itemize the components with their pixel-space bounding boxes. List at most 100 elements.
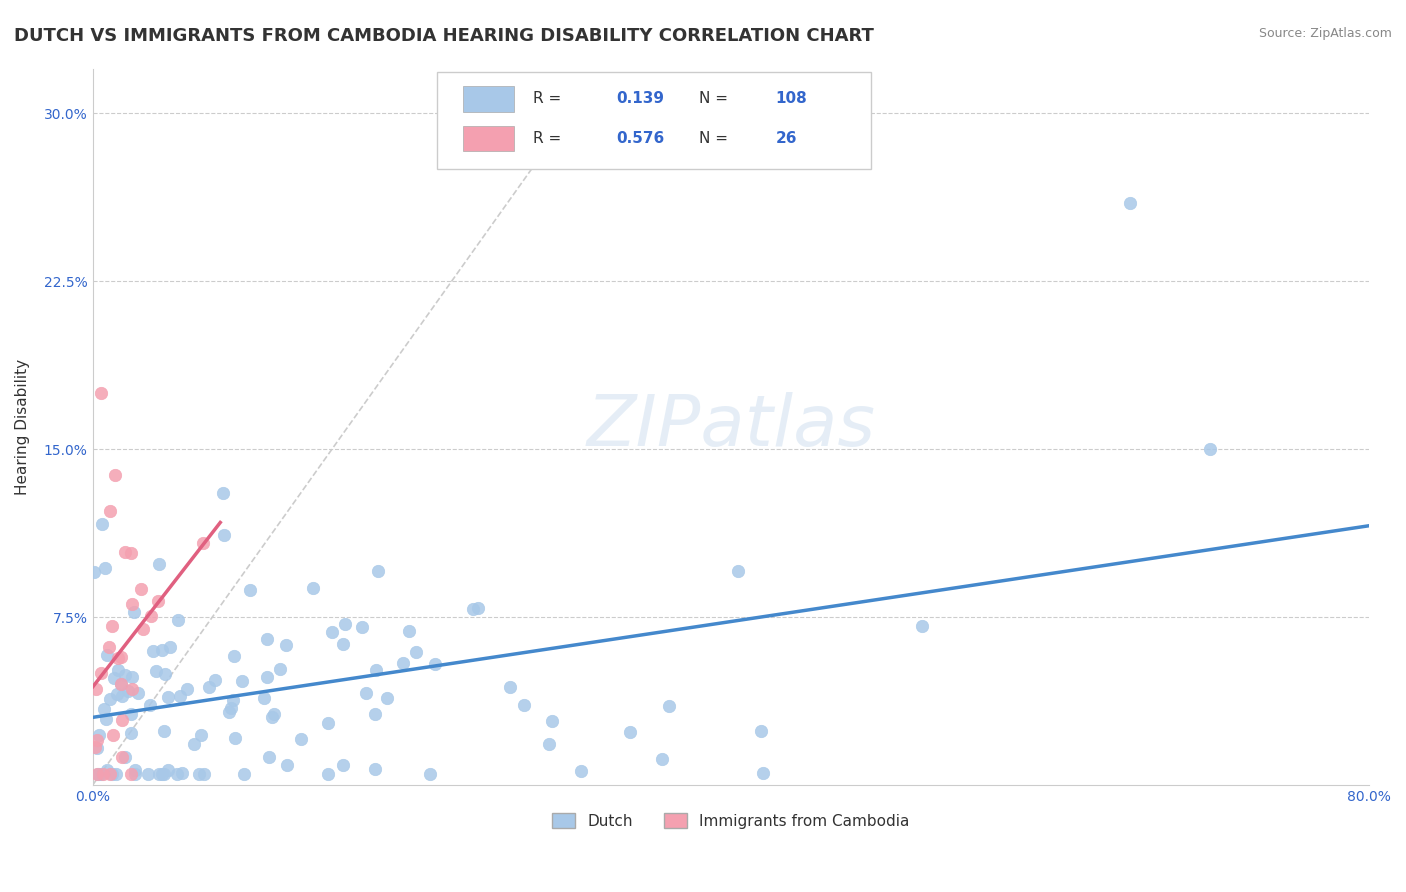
Point [218,705,240,719]
Point [114,749,136,764]
Point [129,582,152,596]
Point [117,684,139,698]
Point [392,656,415,670]
Point [1119,195,1142,210]
Point [263,707,285,722]
Point [222,693,245,707]
Point [94,713,117,727]
Point [150,642,173,657]
Point [96,763,118,777]
Point [83,565,105,579]
Point [98,640,121,655]
Point [619,724,641,739]
Point [172,766,194,780]
Point [751,723,773,738]
Point [239,582,262,597]
Point [91,767,114,781]
Point [231,674,253,689]
Text: Source: ZipAtlas.com: Source: ZipAtlas.com [1258,27,1392,40]
Point [364,762,387,776]
Point [419,767,441,781]
Point [212,486,235,500]
Legend: Dutch, Immigrants from Cambodia: Dutch, Immigrants from Cambodia [547,806,915,835]
Point [87,728,110,742]
Point [86,733,108,747]
Point [332,637,354,651]
Point [198,681,221,695]
Point [124,767,146,781]
Text: R =: R = [533,92,567,106]
FancyBboxPatch shape [463,126,513,151]
Point [332,758,354,772]
Point [290,731,312,746]
Point [124,605,146,619]
Point [166,767,188,781]
Text: 0.576: 0.576 [616,131,664,146]
Point [423,657,446,672]
Point [114,668,136,682]
Point [190,728,212,742]
Point [364,706,387,721]
Point [463,601,485,615]
Point [356,685,378,699]
Point [727,564,749,578]
Point [89,767,111,781]
Point [111,689,134,703]
Point [121,670,143,684]
Point [513,698,536,712]
Text: DUTCH VS IMMIGRANTS FROM CAMBODIA HEARING DISABILITY CORRELATION CHART: DUTCH VS IMMIGRANTS FROM CAMBODIA HEARIN… [14,27,875,45]
Point [257,750,280,764]
Point [148,594,170,608]
Point [93,702,115,716]
Point [352,620,374,634]
Point [269,662,291,676]
Point [150,767,173,781]
Point [276,638,298,652]
Point [110,676,132,690]
Point [204,673,226,688]
Point [256,670,278,684]
Text: 108: 108 [776,92,807,106]
Point [101,619,124,633]
Point [96,648,118,662]
Point [124,763,146,777]
Point [110,714,132,728]
Point [110,677,132,691]
Text: R =: R = [533,131,567,146]
Point [219,700,242,714]
Point [84,681,107,696]
Point [537,737,560,751]
Point [105,767,128,781]
Point [166,613,188,627]
Point [101,728,124,742]
Point [224,731,246,746]
Point [148,767,170,781]
Point [98,503,121,517]
Point [94,561,117,575]
Y-axis label: Hearing Disability: Hearing Disability [15,359,30,495]
Point [256,632,278,646]
Point [398,624,420,638]
Text: ZIPatlas: ZIPatlas [586,392,876,461]
Point [191,536,214,550]
Point [104,468,127,483]
Point [120,726,142,740]
Point [224,649,246,664]
Point [752,766,775,780]
Point [145,665,167,679]
Point [467,600,489,615]
Point [121,681,143,696]
Point [142,644,165,658]
Point [911,619,934,633]
Point [156,690,179,704]
Point [86,767,108,781]
Point [110,649,132,664]
Point [107,663,129,677]
Point [86,741,108,756]
Point [321,624,343,639]
Point [367,564,389,578]
Point [86,767,108,781]
Text: 26: 26 [776,131,797,146]
Point [159,640,181,654]
Point [333,616,356,631]
